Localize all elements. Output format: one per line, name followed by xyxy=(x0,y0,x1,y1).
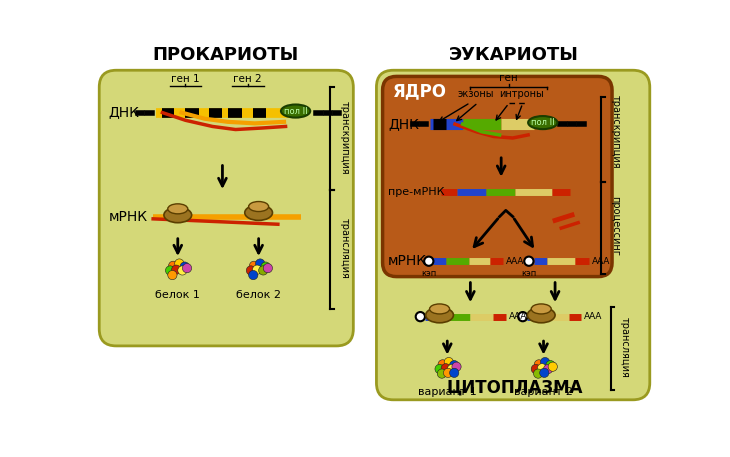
FancyBboxPatch shape xyxy=(383,76,612,276)
Ellipse shape xyxy=(426,308,453,323)
Circle shape xyxy=(178,266,187,275)
Text: ААА: ААА xyxy=(584,312,603,321)
Text: интроны: интроны xyxy=(499,89,545,99)
Circle shape xyxy=(447,364,456,374)
Text: ЦИТОПЛАЗМА: ЦИТОПЛАЗМА xyxy=(447,379,583,397)
Circle shape xyxy=(450,361,459,370)
Text: трансляция: трансляция xyxy=(339,218,350,279)
Text: ген 1: ген 1 xyxy=(171,74,200,84)
Circle shape xyxy=(261,262,270,271)
Circle shape xyxy=(168,271,177,280)
Text: кэп: кэп xyxy=(521,269,537,278)
Text: транскрипция: транскрипция xyxy=(339,101,350,175)
Circle shape xyxy=(544,364,553,374)
Circle shape xyxy=(264,264,272,273)
Circle shape xyxy=(441,364,450,373)
Ellipse shape xyxy=(527,308,555,323)
Circle shape xyxy=(166,266,174,275)
Text: ААА: ААА xyxy=(509,312,527,321)
Circle shape xyxy=(435,364,444,374)
Circle shape xyxy=(438,360,447,369)
Ellipse shape xyxy=(429,304,450,314)
Circle shape xyxy=(452,362,461,371)
Circle shape xyxy=(415,312,425,321)
Circle shape xyxy=(443,368,453,377)
Circle shape xyxy=(444,357,453,367)
Circle shape xyxy=(531,364,540,374)
Ellipse shape xyxy=(168,204,188,214)
Circle shape xyxy=(172,265,181,274)
Text: экзоны: экзоны xyxy=(458,89,494,99)
Circle shape xyxy=(540,357,550,367)
Text: пре-мРНК: пре-мРНК xyxy=(388,187,445,197)
Circle shape xyxy=(250,261,258,271)
Circle shape xyxy=(450,368,459,377)
Ellipse shape xyxy=(245,205,272,220)
Circle shape xyxy=(424,256,434,266)
Circle shape xyxy=(546,361,555,370)
Text: ген: ген xyxy=(499,73,518,83)
FancyBboxPatch shape xyxy=(99,70,353,346)
Text: пол II: пол II xyxy=(531,118,555,127)
Text: мРНК: мРНК xyxy=(388,254,427,268)
Text: ЭУКАРИОТЫ: ЭУКАРИОТЫ xyxy=(448,46,578,64)
Circle shape xyxy=(249,271,258,280)
Circle shape xyxy=(534,369,543,378)
Circle shape xyxy=(534,360,544,369)
Ellipse shape xyxy=(164,207,192,223)
Circle shape xyxy=(174,259,184,268)
Text: ААА: ААА xyxy=(592,257,610,266)
Text: ДНК: ДНК xyxy=(388,117,419,131)
Circle shape xyxy=(182,264,192,273)
Circle shape xyxy=(258,266,268,275)
Text: вариант 2: вариант 2 xyxy=(514,388,573,398)
Circle shape xyxy=(518,312,527,321)
Circle shape xyxy=(180,262,189,271)
Text: белок 2: белок 2 xyxy=(236,290,281,300)
Circle shape xyxy=(539,368,549,377)
Circle shape xyxy=(548,362,558,371)
Circle shape xyxy=(437,369,447,378)
Text: ген 2: ген 2 xyxy=(233,74,261,84)
Text: вариант 1: вариант 1 xyxy=(418,388,477,398)
Text: процессинг: процессинг xyxy=(610,196,620,256)
Ellipse shape xyxy=(249,202,269,212)
Circle shape xyxy=(255,259,265,268)
Text: транскрипция: транскрипция xyxy=(610,95,620,169)
Circle shape xyxy=(246,266,256,275)
Text: ПРОКАРИОТЫ: ПРОКАРИОТЫ xyxy=(153,46,299,64)
Text: трансляция: трансляция xyxy=(620,317,630,378)
Ellipse shape xyxy=(528,116,558,129)
Text: ЯДРО: ЯДРО xyxy=(393,83,447,101)
Ellipse shape xyxy=(531,304,551,314)
Circle shape xyxy=(537,364,547,373)
Circle shape xyxy=(253,265,261,274)
Circle shape xyxy=(169,261,178,271)
Text: мРНК: мРНК xyxy=(109,210,147,223)
Text: белок 1: белок 1 xyxy=(155,290,200,300)
Circle shape xyxy=(524,256,534,266)
FancyBboxPatch shape xyxy=(377,70,650,400)
Ellipse shape xyxy=(281,105,310,117)
Text: пол II: пол II xyxy=(284,106,307,116)
Text: ААА: ААА xyxy=(506,257,524,266)
Text: ДНК: ДНК xyxy=(109,106,139,120)
Text: кэп: кэп xyxy=(421,269,437,278)
